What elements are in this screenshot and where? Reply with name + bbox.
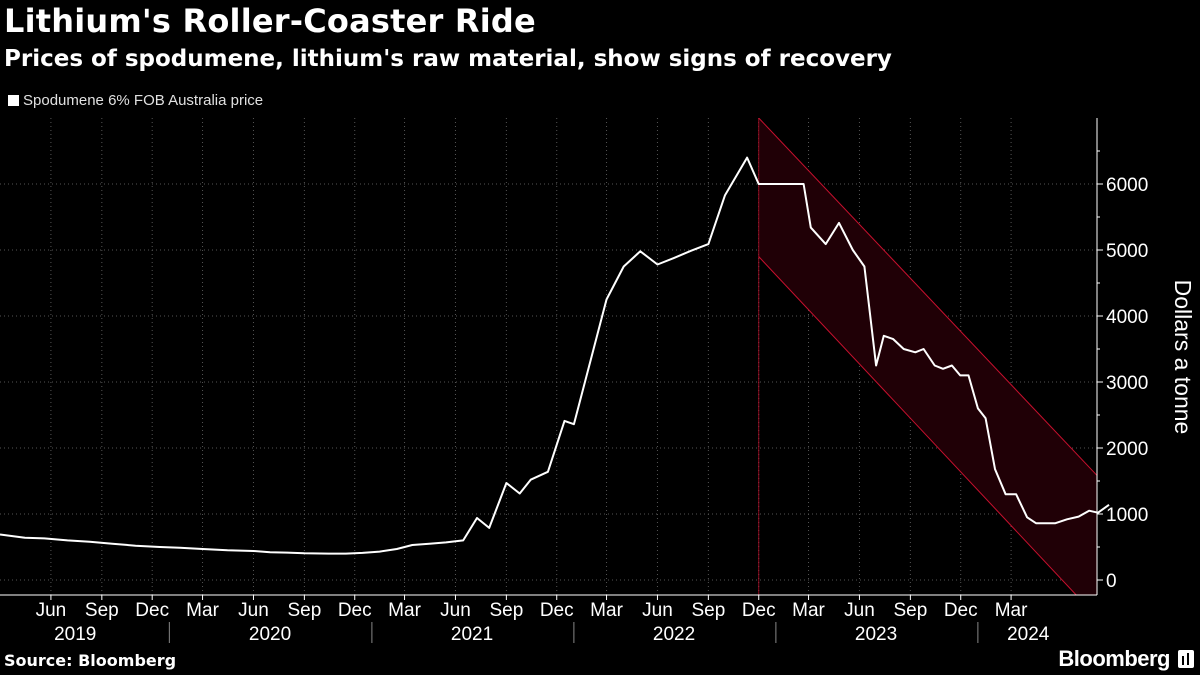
trend-channel-fill (758, 118, 1097, 595)
x-tick-label: Sep (691, 600, 725, 621)
x-tick-label: Dec (338, 600, 372, 621)
chart-title: Lithium's Roller-Coaster Ride (4, 2, 536, 40)
series-line-0 (0, 156, 1110, 555)
x-year-label: 2023 (855, 624, 897, 645)
chart-subtitle: Prices of spodumene, lithium's raw mater… (4, 46, 892, 72)
x-tick-label: Jun (844, 600, 875, 621)
x-tick-label: Jun (238, 600, 269, 621)
x-tick-label: Jun (36, 600, 67, 621)
x-year-label: 2020 (249, 624, 291, 645)
legend-label: Spodumene 6% FOB Australia price (23, 92, 264, 109)
trend-channel-lower (758, 256, 1077, 595)
y-tick-label: 5000 (1106, 241, 1148, 262)
y-tick-label: 1000 (1106, 505, 1148, 526)
y-tick-label: 6000 (1106, 175, 1148, 196)
x-tick-label: Mar (590, 600, 623, 621)
x-tick-label: Dec (135, 600, 169, 621)
y-tick-label: 4000 (1106, 307, 1148, 328)
x-tick-label: Jun (642, 600, 673, 621)
x-tick-label: Sep (85, 600, 119, 621)
x-tick-label: Mar (388, 600, 421, 621)
x-year-label: 2021 (451, 624, 493, 645)
x-tick-label: Sep (893, 600, 927, 621)
x-tick-label: Sep (489, 600, 523, 621)
y-tick-label: 0 (1106, 571, 1117, 592)
x-tick-label: Jun (440, 600, 471, 621)
legend-swatch (8, 95, 19, 106)
terminal-icon (1178, 650, 1194, 668)
x-tick-label: Dec (742, 600, 776, 621)
x-tick-label: Mar (995, 600, 1028, 621)
x-year-label: 2019 (54, 624, 96, 645)
x-tick-label: Mar (186, 600, 219, 621)
x-tick-label: Mar (792, 600, 825, 621)
y-tick-label: 3000 (1106, 373, 1148, 394)
legend: Spodumene 6% FOB Australia price (8, 92, 263, 109)
brand-logo: Bloomberg (1058, 646, 1170, 671)
x-tick-label: Dec (540, 600, 574, 621)
x-tick-label: Sep (287, 600, 321, 621)
y-tick-label: 2000 (1106, 439, 1148, 460)
source-note: Source: Bloomberg (4, 651, 177, 670)
y-axis-title: Dollars a tonne (1170, 280, 1196, 435)
x-year-label: 2024 (1007, 624, 1050, 645)
x-tick-label: Dec (944, 600, 978, 621)
x-year-label: 2022 (653, 624, 695, 645)
trend-channel-upper (758, 118, 1097, 477)
